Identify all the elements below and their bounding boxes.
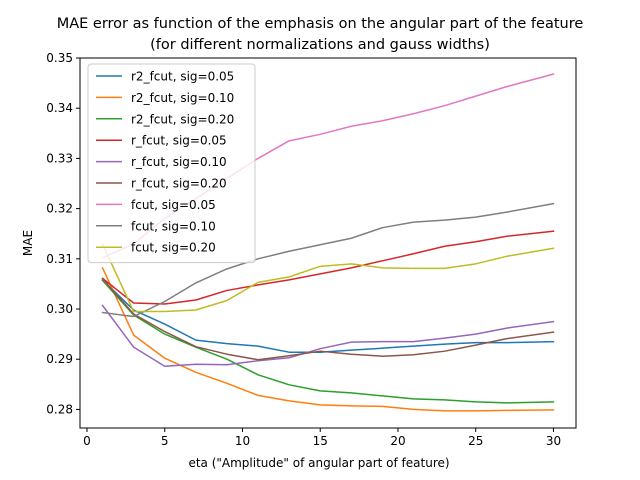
x-tick-label: 5 <box>161 434 169 448</box>
x-tick-label: 30 <box>546 434 561 448</box>
chart-title-line-1: MAE error as function of the emphasis on… <box>57 16 584 32</box>
series-line <box>101 202 555 318</box>
legend: r2_fcut, sig=0.05 r2_fcut, sig=0.10 r2_fcu… <box>87 63 256 264</box>
legend-label: r2_fcut, sig=0.20 <box>131 112 234 126</box>
y-tick-label: 0.31 <box>46 252 73 266</box>
chart-title-line-2: (for different normalizations and gauss … <box>150 37 490 53</box>
y-axis-label: MAE <box>21 230 35 256</box>
x-axis-label: eta ("Amplitude" of angular part of feat… <box>188 456 449 470</box>
x-tick-label: 15 <box>313 434 328 448</box>
series-layer <box>101 73 555 412</box>
series-line <box>101 279 555 404</box>
y-tick-label: 0.29 <box>46 352 73 366</box>
y-tick-label: 0.35 <box>46 51 73 65</box>
series-line <box>101 230 555 305</box>
legend-label: fcut, sig=0.10 <box>131 219 216 233</box>
y-tick-label: 0.30 <box>46 302 73 316</box>
series-line <box>101 278 555 353</box>
legend-label: r2_fcut, sig=0.05 <box>131 70 234 84</box>
y-tick-label: 0.34 <box>46 101 73 115</box>
legend-label: r_fcut, sig=0.20 <box>131 177 227 191</box>
x-tick-label: 20 <box>390 434 405 448</box>
x-tick-label: 25 <box>468 434 483 448</box>
x-tick-label: 0 <box>83 434 91 448</box>
y-axis-ticks: 0.28 0.29 0.30 0.31 0.32 0.33 0.34 0.35 <box>46 51 80 416</box>
series-line <box>101 277 555 361</box>
series-line <box>101 266 555 412</box>
plot-frame <box>79 57 577 429</box>
series-line <box>101 243 555 313</box>
y-tick-label: 0.28 <box>46 402 73 416</box>
y-tick-label: 0.33 <box>46 151 73 165</box>
x-axis-ticks: 0 5 10 15 20 25 30 <box>83 428 561 448</box>
legend-label: fcut, sig=0.05 <box>131 198 216 212</box>
series-line <box>101 304 555 367</box>
legend-label: r_fcut, sig=0.05 <box>131 134 227 148</box>
y-tick-label: 0.32 <box>46 202 73 216</box>
legend-box <box>87 63 256 264</box>
x-tick-label: 10 <box>235 434 250 448</box>
legend-label: fcut, sig=0.20 <box>131 241 216 255</box>
legend-label: r2_fcut, sig=0.10 <box>131 91 234 105</box>
legend-label: r_fcut, sig=0.10 <box>131 155 227 169</box>
